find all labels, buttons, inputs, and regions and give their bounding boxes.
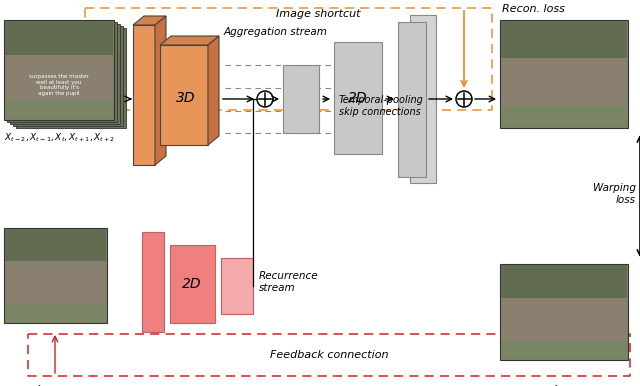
Bar	[283, 65, 319, 133]
Bar	[221, 258, 253, 314]
Circle shape	[257, 91, 273, 107]
Text: Warping
loss: Warping loss	[593, 183, 636, 205]
Bar	[10, 24, 120, 124]
Bar	[500, 20, 628, 128]
Polygon shape	[208, 36, 219, 145]
Polygon shape	[133, 25, 155, 165]
Bar	[13, 26, 123, 126]
Text: 2D: 2D	[348, 91, 368, 105]
Bar	[5, 261, 106, 304]
Polygon shape	[133, 16, 166, 25]
Bar	[4, 228, 107, 323]
Text: 3D: 3D	[176, 91, 196, 105]
Bar	[170, 245, 215, 323]
Bar	[16, 28, 126, 128]
Text: Aggregation stream: Aggregation stream	[224, 27, 328, 37]
Bar	[501, 58, 627, 107]
Bar	[5, 229, 106, 272]
Bar	[5, 55, 113, 100]
Text: $\hat{Y}_{t-1}$: $\hat{Y}_{t-1}$	[552, 384, 576, 386]
Bar	[5, 21, 113, 66]
Text: Recon. loss: Recon. loss	[502, 4, 565, 14]
Text: Temporal-pooling
skip connections: Temporal-pooling skip connections	[339, 95, 424, 117]
Circle shape	[456, 91, 472, 107]
Text: Image shortcut: Image shortcut	[276, 9, 360, 19]
Text: $\hat{Y}_{t-1}$: $\hat{Y}_{t-1}$	[35, 384, 59, 386]
Bar	[7, 22, 117, 122]
Bar	[501, 21, 627, 69]
Polygon shape	[155, 16, 166, 165]
Text: surpasses the master
well at least you
beautifully it's
again the pupil: surpasses the master well at least you b…	[29, 74, 89, 96]
Bar	[501, 298, 627, 341]
Bar	[410, 15, 436, 183]
Text: Feedback connection: Feedback connection	[269, 350, 388, 360]
Text: 2D: 2D	[182, 277, 202, 291]
Bar	[334, 42, 382, 154]
Bar	[501, 265, 627, 308]
Text: Recurrence
stream: Recurrence stream	[259, 271, 319, 293]
Bar	[4, 20, 114, 120]
Text: $X_{t-2}, X_{t-1}, X_t, X_{t+1}, X_{t+2}$: $X_{t-2}, X_{t-1}, X_t, X_{t+1}, X_{t+2}…	[4, 132, 115, 144]
Polygon shape	[160, 36, 219, 45]
Bar	[500, 264, 628, 360]
Bar	[142, 232, 164, 332]
Polygon shape	[160, 45, 208, 145]
Bar	[398, 22, 426, 177]
